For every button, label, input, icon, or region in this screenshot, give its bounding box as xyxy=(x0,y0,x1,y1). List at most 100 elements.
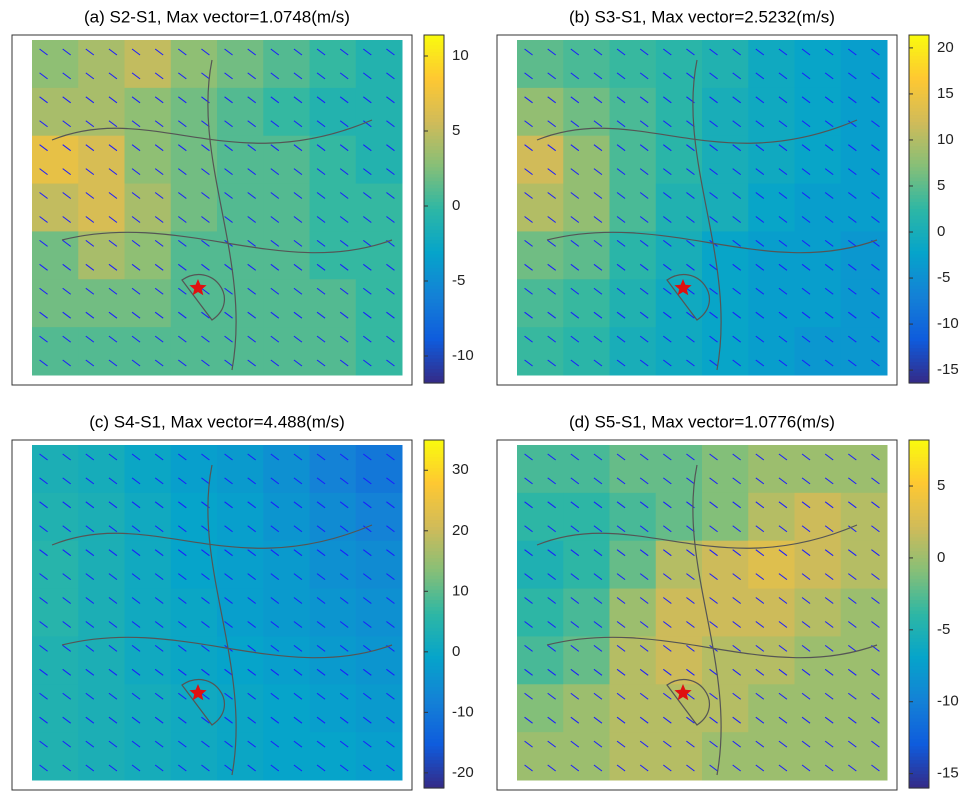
grid-cell xyxy=(517,87,564,137)
wind-arrow xyxy=(639,740,649,748)
wind-arrow xyxy=(108,597,118,604)
colorbar-step xyxy=(909,544,929,549)
wind-arrow xyxy=(386,549,395,557)
wind-arrow xyxy=(270,168,280,176)
colorbar-step xyxy=(424,443,444,448)
wind-arrow xyxy=(871,359,880,367)
colorbar-step xyxy=(909,296,929,301)
wind-arrow xyxy=(316,692,326,700)
wind-arrow xyxy=(131,120,141,128)
grid-cell xyxy=(655,327,703,376)
colorbar-step xyxy=(424,38,444,43)
wind-arrow xyxy=(570,716,580,724)
wind-arrow xyxy=(154,501,164,509)
wind-arrow xyxy=(755,48,765,56)
wind-arrow xyxy=(524,692,533,700)
wind-arrow xyxy=(316,96,326,104)
wind-arrow xyxy=(386,120,395,128)
grid-cell xyxy=(655,40,703,89)
wind-arrow xyxy=(801,549,811,557)
colorbar-step xyxy=(909,600,929,605)
wind-arrow xyxy=(178,335,187,343)
colorbar-step xyxy=(909,62,929,67)
wind-arrow xyxy=(871,263,880,271)
map-frame xyxy=(11,34,413,386)
wind-arrow xyxy=(570,764,580,772)
colorbar-step xyxy=(424,48,444,53)
colorbar-step xyxy=(424,160,444,165)
colorbar-step xyxy=(424,645,444,650)
wind-arrow xyxy=(363,96,372,104)
wind-arrow xyxy=(224,573,233,581)
wind-arrow xyxy=(178,644,187,652)
colorbar-step xyxy=(909,115,929,120)
colorbar-step xyxy=(424,450,444,455)
colorbar-step xyxy=(424,589,444,594)
colorbar-step xyxy=(909,282,929,287)
grid-cell xyxy=(309,279,357,328)
colorbar-step xyxy=(424,55,444,60)
grid-cell xyxy=(355,540,403,590)
colorbar-step xyxy=(424,115,444,120)
wind-arrow xyxy=(732,263,741,271)
colorbar-step xyxy=(424,149,444,154)
wind-arrow xyxy=(108,144,118,152)
wind-arrow xyxy=(85,96,95,104)
grid-cell xyxy=(263,636,310,685)
wind-arrow xyxy=(848,644,857,652)
wind-arrow xyxy=(778,311,788,319)
wind-arrow xyxy=(755,597,765,604)
grid-cell xyxy=(748,492,795,542)
colorbar-step xyxy=(424,101,444,106)
wind-arrow xyxy=(270,525,280,533)
colorbar-step xyxy=(424,676,444,681)
wind-arrow xyxy=(593,120,603,128)
wind-arrow xyxy=(108,239,118,247)
wind-arrow xyxy=(154,216,164,223)
wind-arrow xyxy=(247,120,256,128)
wind-arrow xyxy=(593,311,603,319)
wind-arrow xyxy=(616,120,626,128)
colorbar-step xyxy=(424,323,444,328)
wind-arrow xyxy=(871,621,880,628)
colorbar-step xyxy=(909,551,929,556)
grid-cell xyxy=(840,684,888,733)
colorbar-step xyxy=(909,334,929,339)
colorbar-step xyxy=(424,460,444,465)
wind-arrow xyxy=(686,597,695,604)
wind-arrow xyxy=(824,740,834,748)
grid-cell xyxy=(355,492,403,542)
wind-arrow xyxy=(270,72,280,80)
colorbar-step xyxy=(424,746,444,751)
wind-arrow xyxy=(778,597,788,604)
wind-arrow xyxy=(363,311,372,319)
wind-arrow xyxy=(547,501,556,509)
colorbar-step xyxy=(909,596,929,601)
wind-arrow xyxy=(224,192,233,199)
colorbar-step xyxy=(424,513,444,518)
grid-cell xyxy=(609,87,657,137)
wind-arrow xyxy=(663,359,672,367)
colorbar-step xyxy=(424,264,444,269)
wind-arrow xyxy=(363,597,372,604)
wind-arrow xyxy=(293,192,303,199)
colorbar-step xyxy=(424,292,444,297)
wind-arrow xyxy=(39,168,48,176)
colorbar-step xyxy=(424,52,444,57)
wind-arrow xyxy=(131,192,141,199)
colorbar-step xyxy=(424,62,444,67)
panel-title: (c) S4-S1, Max vector=4.488(m/s) xyxy=(89,412,345,431)
colorbar-step xyxy=(909,586,929,591)
wind-arrow xyxy=(131,144,141,152)
colorbar-step xyxy=(424,721,444,726)
colorbar-step xyxy=(424,492,444,497)
colorbar-step xyxy=(909,694,929,699)
wind-arrow xyxy=(570,72,580,80)
grid-cell xyxy=(355,231,403,280)
wind-arrow xyxy=(247,192,256,199)
wind-arrow xyxy=(62,477,71,485)
colorbar-step xyxy=(424,467,444,472)
colorbar-step xyxy=(424,254,444,259)
wind-arrow xyxy=(663,335,672,343)
